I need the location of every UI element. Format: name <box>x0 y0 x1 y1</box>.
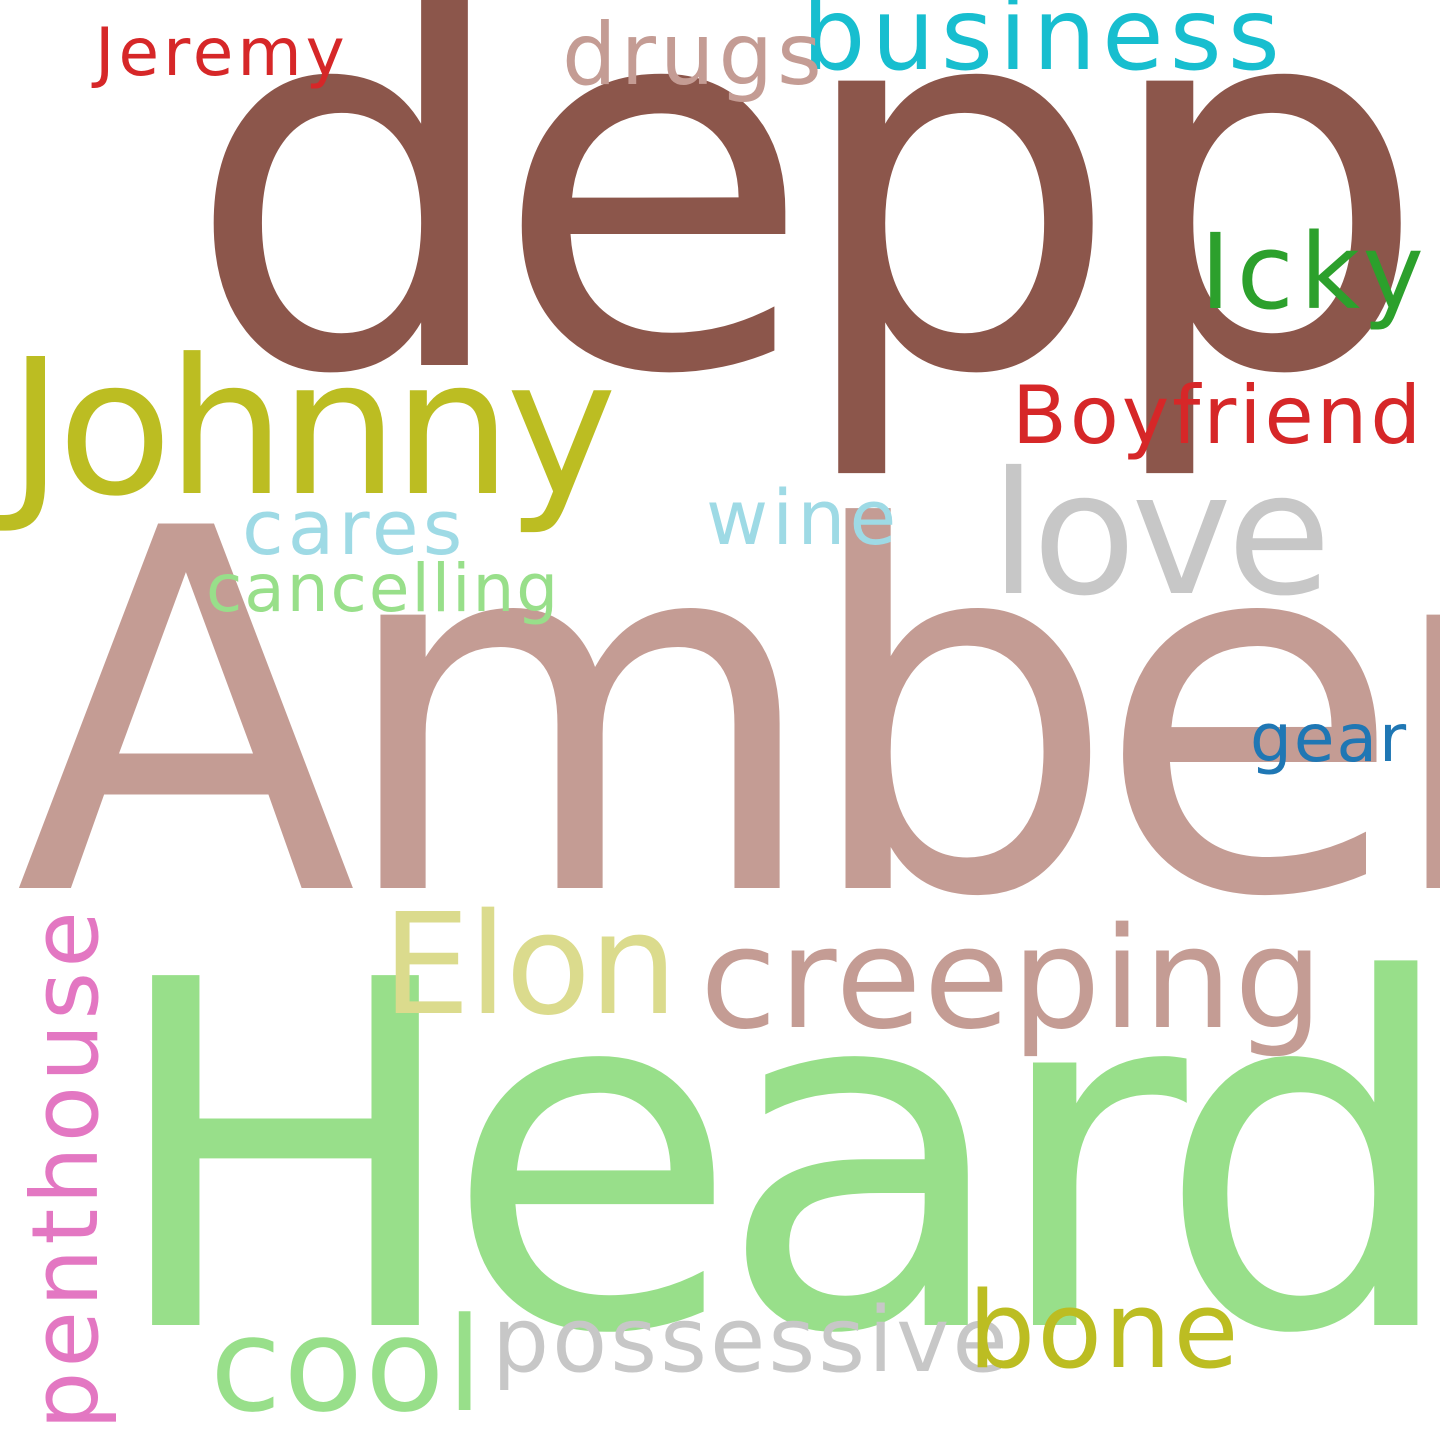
word-love: love <box>990 436 1331 634</box>
word-cancelling: cancelling <box>206 550 561 627</box>
word-drugs: drugs <box>562 5 826 105</box>
word-cool: cool <box>210 1289 485 1440</box>
word-depp: depp <box>185 0 1429 488</box>
word-amber: Amber <box>15 424 1440 1006</box>
word-wine: wine <box>706 473 901 562</box>
word-bone: bone <box>968 1269 1241 1392</box>
word-boyfriend: Boyfriend <box>1012 369 1425 462</box>
word-elon: Elon <box>382 884 678 1047</box>
word-icky: Icky <box>1200 211 1430 333</box>
word-penthouse: penthouse <box>12 907 119 1430</box>
word-creeping: creeping <box>700 898 1326 1061</box>
word-gear: gear <box>1250 700 1409 777</box>
word-heard: Heard <box>105 880 1440 1439</box>
word-cares: cares <box>242 483 467 572</box>
word-johnny: Johnny <box>8 319 617 538</box>
word-jeremy: Jeremy <box>95 14 349 91</box>
word-business: business <box>802 0 1286 93</box>
word-possessive: possessive <box>492 1288 1011 1393</box>
